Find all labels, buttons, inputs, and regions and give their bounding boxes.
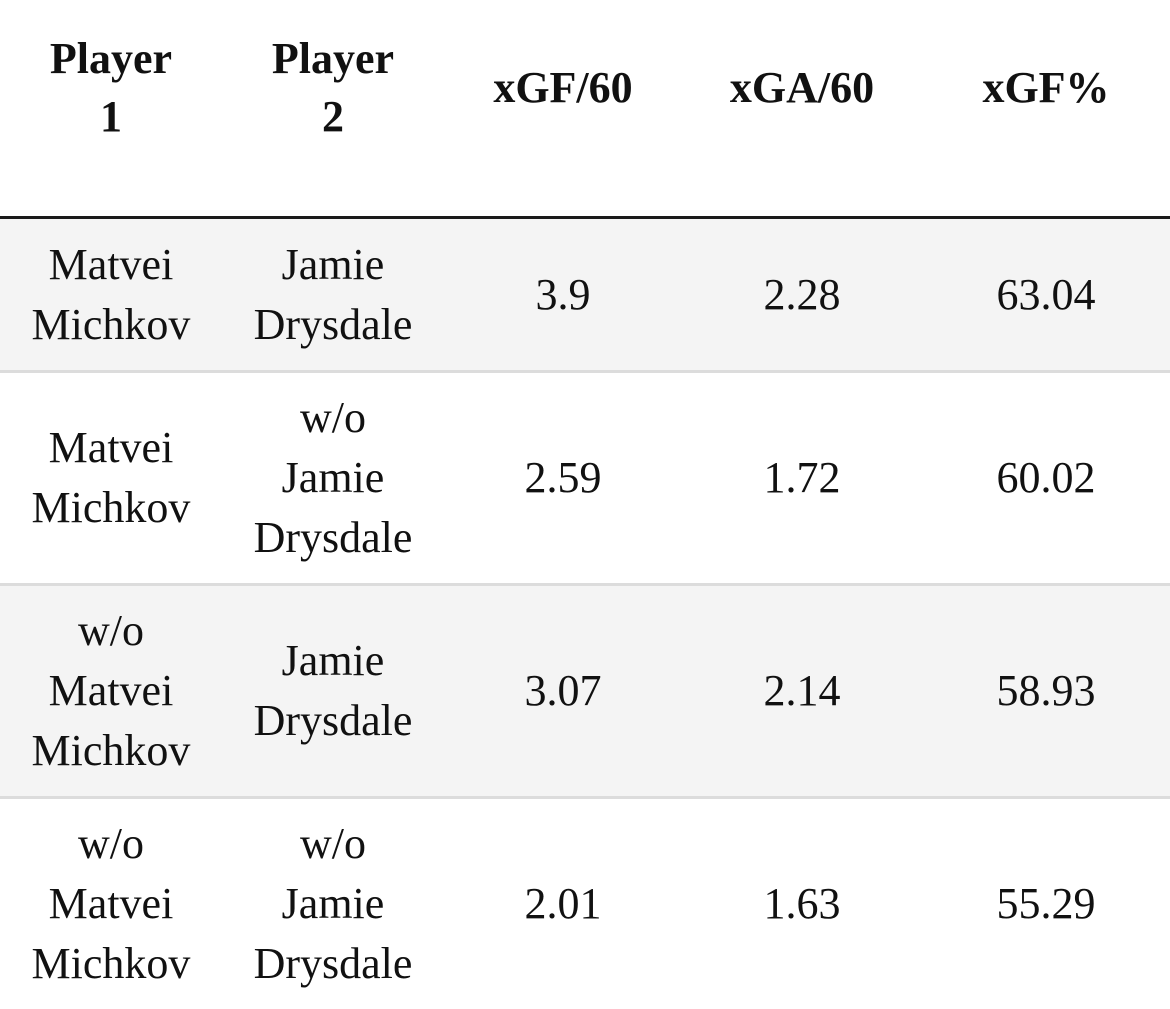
cell-xgf60: 2.59 [444, 372, 682, 585]
table-body: Matvei Michkov Jamie Drysdale 3.9 2.28 6… [0, 218, 1170, 1009]
cell-xgf60: 2.01 [444, 798, 682, 1009]
cell-xgf-pct: 55.29 [922, 798, 1170, 1009]
cell-xgf60: 3.9 [444, 218, 682, 372]
table-row: w/o Matvei Michkov w/o Jamie Drysdale 2.… [0, 798, 1170, 1009]
cell-player-2: w/o Jamie Drysdale [222, 798, 444, 1009]
header-line: 1 [0, 88, 222, 146]
table-row: w/o Matvei Michkov Jamie Drysdale 3.07 2… [0, 585, 1170, 798]
cell-line: Matvei [0, 661, 222, 721]
cell-line: Matvei [0, 235, 222, 295]
cell-line: Michkov [0, 478, 222, 538]
cell-line: Matvei [0, 418, 222, 478]
header-line: Player [0, 30, 222, 88]
cell-line: w/o [0, 814, 222, 874]
cell-line: Michkov [0, 721, 222, 781]
header-xgf60: xGF/60 [444, 0, 682, 218]
cell-player-1: w/o Matvei Michkov [0, 585, 222, 798]
cell-line: Jamie [222, 448, 444, 508]
cell-line: Drysdale [222, 934, 444, 994]
cell-xgf-pct: 63.04 [922, 218, 1170, 372]
cell-line: w/o [0, 601, 222, 661]
table-header: Player 1 Player 2 xGF/60 xGA/60 xGF% [0, 0, 1170, 218]
cell-line: w/o [222, 814, 444, 874]
cell-xgf-pct: 60.02 [922, 372, 1170, 585]
table-row: Matvei Michkov Jamie Drysdale 3.9 2.28 6… [0, 218, 1170, 372]
header-xga60: xGA/60 [682, 0, 922, 218]
cell-xga60: 1.63 [682, 798, 922, 1009]
cell-line: Michkov [0, 295, 222, 355]
cell-xga60: 1.72 [682, 372, 922, 585]
cell-xga60: 2.28 [682, 218, 922, 372]
cell-player-2: Jamie Drysdale [222, 218, 444, 372]
cell-player-1: Matvei Michkov [0, 372, 222, 585]
header-line: 2 [222, 88, 444, 146]
cell-player-1: w/o Matvei Michkov [0, 798, 222, 1009]
cell-player-2: w/o Jamie Drysdale [222, 372, 444, 585]
cell-line: Jamie [222, 235, 444, 295]
table-row: Matvei Michkov w/o Jamie Drysdale 2.59 1… [0, 372, 1170, 585]
cell-xgf60: 3.07 [444, 585, 682, 798]
header-player-1: Player 1 [0, 0, 222, 218]
cell-player-2: Jamie Drysdale [222, 585, 444, 798]
cell-line: Michkov [0, 934, 222, 994]
cell-xga60: 2.14 [682, 585, 922, 798]
header-row: Player 1 Player 2 xGF/60 xGA/60 xGF% [0, 0, 1170, 218]
cell-line: w/o [222, 388, 444, 448]
cell-line: Drysdale [222, 295, 444, 355]
cell-line: Drysdale [222, 508, 444, 568]
cell-line: Jamie [222, 631, 444, 691]
cell-line: Drysdale [222, 691, 444, 751]
cell-line: Matvei [0, 874, 222, 934]
cell-player-1: Matvei Michkov [0, 218, 222, 372]
cell-xgf-pct: 58.93 [922, 585, 1170, 798]
header-xgf-pct: xGF% [922, 0, 1170, 218]
header-player-2: Player 2 [222, 0, 444, 218]
header-line: Player [222, 30, 444, 88]
cell-line: Jamie [222, 874, 444, 934]
